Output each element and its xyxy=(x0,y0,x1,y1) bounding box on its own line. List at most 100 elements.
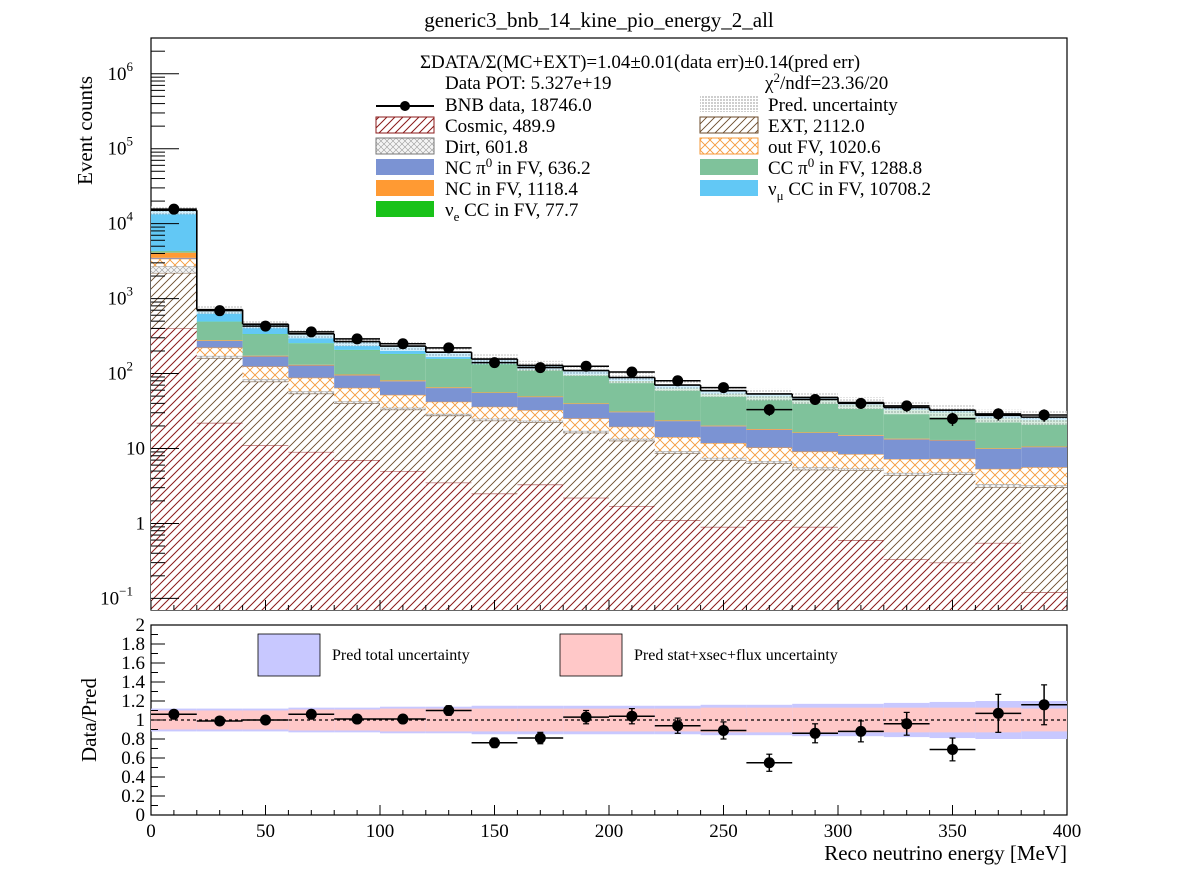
data-point-13 xyxy=(763,404,775,416)
ratio-band-stat-6 xyxy=(425,708,472,732)
ratio-point-9 xyxy=(580,711,592,723)
bar-ncfv-5 xyxy=(380,380,426,382)
bar-ncpi0-2 xyxy=(242,356,289,367)
data-point-3 xyxy=(305,326,317,338)
bar-ccpi0-7 xyxy=(471,364,518,393)
bar-ncfv-19 xyxy=(1021,446,1067,448)
bar-ncfv-4 xyxy=(334,374,380,376)
ratio-y-tick-label-8: 1.6 xyxy=(121,653,145,674)
data-point-18 xyxy=(992,408,1004,420)
bar-dirt-7 xyxy=(471,418,518,421)
bar-ncfv-16 xyxy=(883,438,930,440)
ratio-point-16 xyxy=(901,718,913,730)
ratio-y-tick-label-9: 1.8 xyxy=(121,634,145,655)
bar-ccpi0-18 xyxy=(975,418,1022,449)
chi2-label: χ2/ndf=23.36/20 xyxy=(764,70,888,94)
bar-cosmic-13 xyxy=(746,520,793,610)
ratio-point-18 xyxy=(992,707,1004,719)
ratio-point-10 xyxy=(626,710,638,722)
x-tick-label-2: 100 xyxy=(366,821,395,842)
bar-ncpi0-0 xyxy=(151,257,197,259)
bar-ccpi0-10 xyxy=(609,381,655,412)
bar-cosmic-19 xyxy=(1021,592,1067,610)
bar-ncfv-18 xyxy=(975,448,1022,449)
bar-ncfv-6 xyxy=(425,387,472,389)
bar-ext-10 xyxy=(609,440,655,507)
bar-ccpi0-3 xyxy=(288,343,335,365)
y-tick-label-0: 10−1 xyxy=(100,583,133,609)
bar-dirt-16 xyxy=(883,472,930,475)
ratio-summary: ΣDATA/Σ(MC+EXT)=1.04±0.01(data err)±0.14… xyxy=(420,52,860,73)
legend-data-marker xyxy=(400,101,410,111)
ratio-point-0 xyxy=(168,708,180,720)
x-tick-label-8: 400 xyxy=(1053,821,1082,842)
data-point-8 xyxy=(534,362,546,374)
bar-ccpi0-2 xyxy=(242,334,289,356)
bar-outfv-18 xyxy=(975,468,1022,485)
bar-cosmic-2 xyxy=(242,445,289,610)
y-tick-label-4: 103 xyxy=(108,284,134,310)
ratio-point-11 xyxy=(672,720,684,732)
bar-ext-8 xyxy=(517,422,564,485)
bar-outfv-6 xyxy=(425,401,472,414)
bar-dirt-5 xyxy=(380,407,426,410)
bar-ncfv-1 xyxy=(196,340,243,341)
legend-ncpi0-value: in FV, 636.2 xyxy=(492,158,590,179)
bar-outfv-19 xyxy=(1021,467,1067,486)
bar-ext-6 xyxy=(425,415,472,483)
bar-ncfv-11 xyxy=(654,420,701,422)
bar-ncpi0-15 xyxy=(838,435,884,455)
bar-dirt-9 xyxy=(563,430,609,433)
ratio-y-tick-label-4: 0.8 xyxy=(121,729,145,750)
bar-dirt-12 xyxy=(700,457,747,461)
legend-nuecc-value: CC in FV, 77.7 xyxy=(459,200,578,221)
data-pot: Data POT: 5.327e+19 xyxy=(445,73,612,94)
legend: BNB data, 18746.0 Pred. uncertainty Cosm… xyxy=(375,95,931,224)
ratio-y-tick-label-5: 1 xyxy=(136,710,146,731)
bar-ext-3 xyxy=(288,393,335,452)
ratio-legend-stat: Pred stat+xsec+flux uncertainty xyxy=(634,647,838,664)
bar-ncpi0-16 xyxy=(883,439,930,460)
bar-cosmic-16 xyxy=(883,559,930,610)
y-tick-label-1: 1 xyxy=(136,513,146,534)
bar-cosmic-9 xyxy=(563,497,609,610)
x-tick-label-1: 50 xyxy=(256,821,275,842)
bar-cosmic-18 xyxy=(975,542,1022,610)
bar-dirt-1 xyxy=(196,355,243,359)
ratio-point-14 xyxy=(809,727,821,739)
y-tick-label-2: 10 xyxy=(126,438,145,459)
bar-ncpi0-10 xyxy=(609,412,655,427)
bar-ccpi0-11 xyxy=(654,388,701,421)
bar-ccpi0-8 xyxy=(517,370,564,397)
legend-ncfv-swatch xyxy=(376,180,434,196)
bar-ncfv-2 xyxy=(242,355,289,357)
bar-dirt-3 xyxy=(288,391,335,394)
bar-cosmic-5 xyxy=(380,471,426,610)
bar-ncfv-10 xyxy=(609,411,655,413)
ratio-y-tick-label-7: 1.4 xyxy=(121,672,145,693)
ratio-point-17 xyxy=(947,743,958,755)
bar-ccpi0-0 xyxy=(151,251,197,253)
x-tick-label-3: 150 xyxy=(480,821,509,842)
ratio-band-stat-8 xyxy=(517,708,564,732)
bar-ext-14 xyxy=(792,469,838,527)
bar-ncpi0-18 xyxy=(975,448,1022,469)
bar-ext-17 xyxy=(929,474,976,563)
ratio-legend-stat-swatch xyxy=(559,633,623,677)
bar-outfv-7 xyxy=(471,406,518,419)
bar-dirt-14 xyxy=(792,467,838,470)
ratio-y-tick-label-0: 0 xyxy=(136,805,146,826)
data-point-1 xyxy=(214,305,226,317)
bar-ncfv-17 xyxy=(929,439,976,441)
bar-outfv-8 xyxy=(517,410,564,421)
bar-ccpi0-14 xyxy=(792,400,838,433)
ratio-y-tick-label-1: 0.2 xyxy=(121,786,145,807)
bar-cosmic-6 xyxy=(425,482,472,610)
bar-cosmic-8 xyxy=(517,484,564,610)
data-point-11 xyxy=(672,375,684,387)
bar-numucc-3 xyxy=(288,333,335,344)
bar-outfv-14 xyxy=(792,451,838,468)
bar-ext-12 xyxy=(700,460,747,527)
ratio-legend-total: Pred total uncertainty xyxy=(332,647,470,664)
bar-cosmic-12 xyxy=(700,526,747,610)
